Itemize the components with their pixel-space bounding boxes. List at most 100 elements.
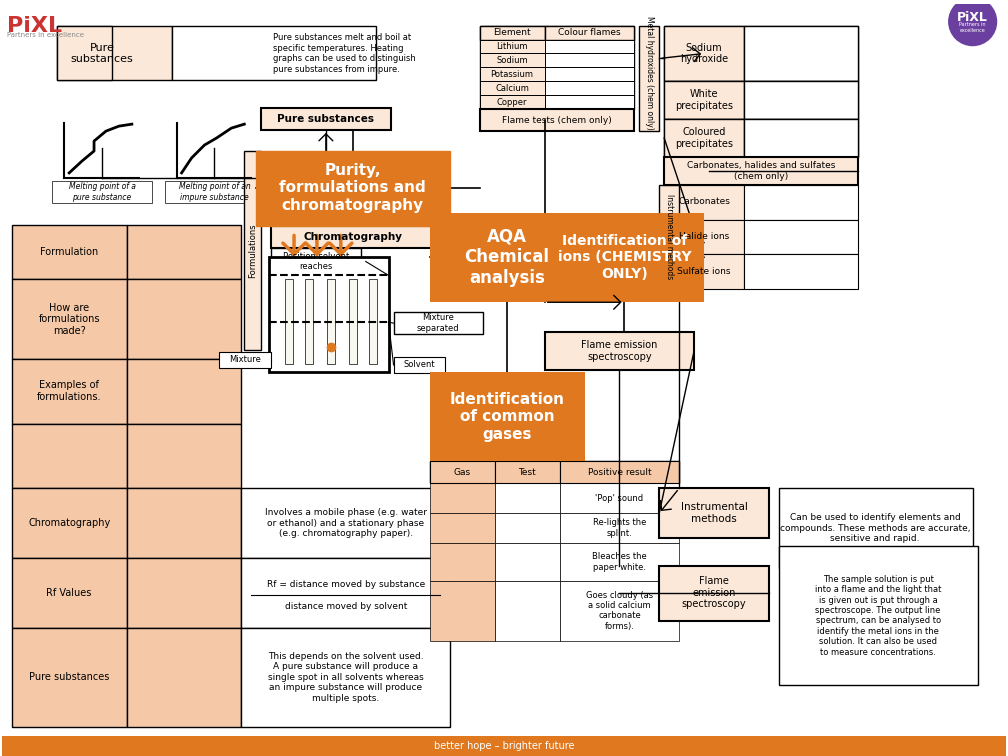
- Text: How are
formulations
made?: How are formulations made?: [38, 302, 100, 336]
- Bar: [480, 82, 544, 95]
- Bar: [664, 119, 744, 157]
- Bar: [544, 39, 634, 54]
- Bar: [271, 225, 435, 247]
- Bar: [127, 558, 241, 627]
- Text: Instrumental
methods: Instrumental methods: [680, 503, 747, 524]
- Bar: [349, 280, 357, 364]
- Text: Solvent: Solvent: [403, 361, 435, 370]
- Text: Rf Values: Rf Values: [46, 588, 92, 598]
- Bar: [127, 488, 241, 558]
- Bar: [480, 54, 544, 67]
- Bar: [744, 119, 858, 157]
- Bar: [664, 157, 858, 185]
- Bar: [544, 54, 634, 67]
- Bar: [269, 258, 388, 372]
- Bar: [778, 546, 978, 686]
- Bar: [664, 26, 744, 82]
- Bar: [12, 359, 127, 423]
- Text: Test: Test: [518, 468, 536, 477]
- Text: Carbonates: Carbonates: [678, 197, 730, 206]
- Bar: [220, 352, 271, 368]
- Bar: [544, 332, 695, 370]
- Text: Sulfate ions: Sulfate ions: [677, 267, 731, 276]
- Bar: [778, 488, 973, 568]
- Text: Position solvent
reaches: Position solvent reaches: [283, 252, 349, 271]
- Bar: [127, 225, 241, 280]
- Text: Calcium: Calcium: [495, 84, 529, 93]
- Bar: [664, 255, 744, 290]
- Bar: [744, 220, 858, 255]
- Circle shape: [949, 0, 997, 45]
- Bar: [127, 359, 241, 423]
- Bar: [664, 119, 858, 157]
- Text: Formulations: Formulations: [248, 223, 257, 277]
- Text: Gas: Gas: [454, 468, 471, 477]
- Bar: [271, 247, 361, 275]
- Text: Chromatography: Chromatography: [303, 231, 402, 242]
- Bar: [52, 181, 152, 203]
- Text: Partners in
excellence: Partners in excellence: [960, 22, 986, 33]
- Bar: [12, 558, 127, 627]
- Bar: [480, 95, 544, 109]
- Bar: [480, 109, 634, 131]
- Text: Purity,
formulations and
chromatography: Purity, formulations and chromatography: [279, 163, 426, 212]
- Text: Metal hydroxides (chem only): Metal hydroxides (chem only): [645, 16, 654, 129]
- Bar: [659, 185, 679, 290]
- Text: Re-lights the
splint.: Re-lights the splint.: [593, 519, 646, 538]
- Bar: [241, 558, 451, 627]
- Bar: [664, 82, 744, 119]
- Bar: [12, 627, 127, 727]
- Bar: [480, 26, 634, 109]
- Text: Halide ions: Halide ions: [678, 232, 729, 241]
- Bar: [256, 151, 451, 225]
- Text: Mixture
separated: Mixture separated: [417, 314, 460, 333]
- Bar: [12, 488, 127, 558]
- Bar: [261, 108, 390, 130]
- Bar: [664, 220, 744, 255]
- Text: Flame
emission
spectroscopy: Flame emission spectroscopy: [681, 576, 746, 609]
- Bar: [544, 26, 634, 39]
- Bar: [544, 82, 634, 95]
- Bar: [241, 627, 451, 727]
- Bar: [2, 736, 1006, 756]
- Bar: [559, 483, 679, 513]
- Bar: [369, 280, 377, 364]
- Text: PiXL: PiXL: [7, 16, 62, 36]
- Bar: [495, 483, 559, 513]
- Bar: [430, 461, 495, 483]
- Bar: [495, 513, 559, 543]
- Bar: [744, 255, 858, 290]
- Bar: [430, 581, 495, 640]
- Text: This depends on the solvent used.
A pure substance will produce a
single spot in: This depends on the solvent used. A pure…: [268, 652, 423, 702]
- Text: Chromatography: Chromatography: [28, 518, 110, 528]
- Bar: [559, 581, 679, 640]
- Bar: [495, 461, 559, 483]
- Text: Melting point of an
impure substance: Melting point of an impure substance: [178, 182, 250, 202]
- Text: PiXL: PiXL: [958, 11, 988, 24]
- Bar: [544, 67, 634, 82]
- Bar: [164, 181, 264, 203]
- Bar: [305, 280, 312, 364]
- Text: Partners in excellence: Partners in excellence: [7, 32, 85, 38]
- Text: Element: Element: [493, 28, 531, 37]
- Text: Identification
of common
gases: Identification of common gases: [450, 392, 564, 442]
- Bar: [495, 543, 559, 581]
- Text: Colour flames: Colour flames: [558, 28, 621, 37]
- Text: Sodium: Sodium: [496, 56, 528, 65]
- Bar: [559, 513, 679, 543]
- Text: Can be used to identify elements and
compounds. These methods are accurate,
sens: Can be used to identify elements and com…: [780, 513, 971, 543]
- Bar: [57, 26, 112, 80]
- Bar: [659, 488, 769, 538]
- Bar: [57, 26, 171, 80]
- Text: Flame tests (chem only): Flame tests (chem only): [502, 116, 612, 125]
- Bar: [12, 280, 127, 359]
- Text: Instrumental methods: Instrumental methods: [664, 194, 673, 279]
- Text: Positive result: Positive result: [588, 468, 651, 477]
- Text: 'Pop' sound: 'Pop' sound: [596, 494, 643, 503]
- Bar: [659, 566, 769, 621]
- Bar: [480, 39, 544, 54]
- Text: White
precipitates: White precipitates: [675, 89, 733, 111]
- Bar: [639, 26, 659, 131]
- Text: Pure substances: Pure substances: [29, 672, 109, 683]
- Text: Examples of
formulations.: Examples of formulations.: [37, 380, 102, 401]
